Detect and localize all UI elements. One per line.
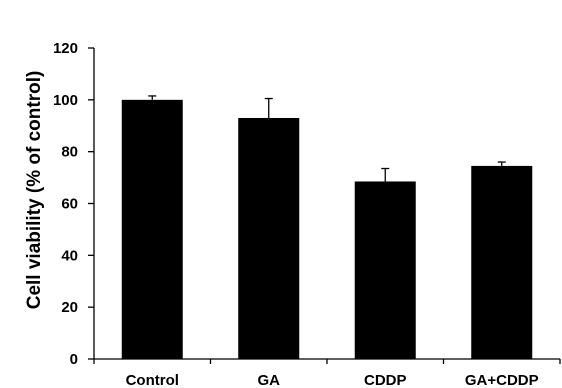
x-axis: Control GA CDDP GA+CDDP xyxy=(93,358,561,388)
y-tick-label: 40 xyxy=(61,247,78,264)
x-tick-label: Control xyxy=(126,372,179,388)
x-tick-label: CDDP xyxy=(364,372,407,388)
bar-cddp xyxy=(354,181,416,359)
error-bars xyxy=(148,95,506,182)
bars xyxy=(121,99,533,359)
bar-ga xyxy=(238,117,300,359)
x-tick-label: GA+CDDP xyxy=(465,372,539,388)
y-tick-label: 120 xyxy=(53,40,78,57)
y-tick-label: 100 xyxy=(53,92,78,109)
bar-control xyxy=(121,99,183,359)
bar-ga-cddp xyxy=(471,165,533,359)
y-tick-label: 60 xyxy=(61,196,78,213)
y-tick-label: 80 xyxy=(61,144,78,161)
y-tick-label: 20 xyxy=(61,299,78,316)
x-tick-label: GA xyxy=(258,372,281,388)
y-tick-label: 0 xyxy=(70,351,78,368)
y-axis: 0 20 40 60 80 100 120 xyxy=(53,40,95,368)
y-axis-title: Cell viability (% of control) xyxy=(24,71,45,310)
